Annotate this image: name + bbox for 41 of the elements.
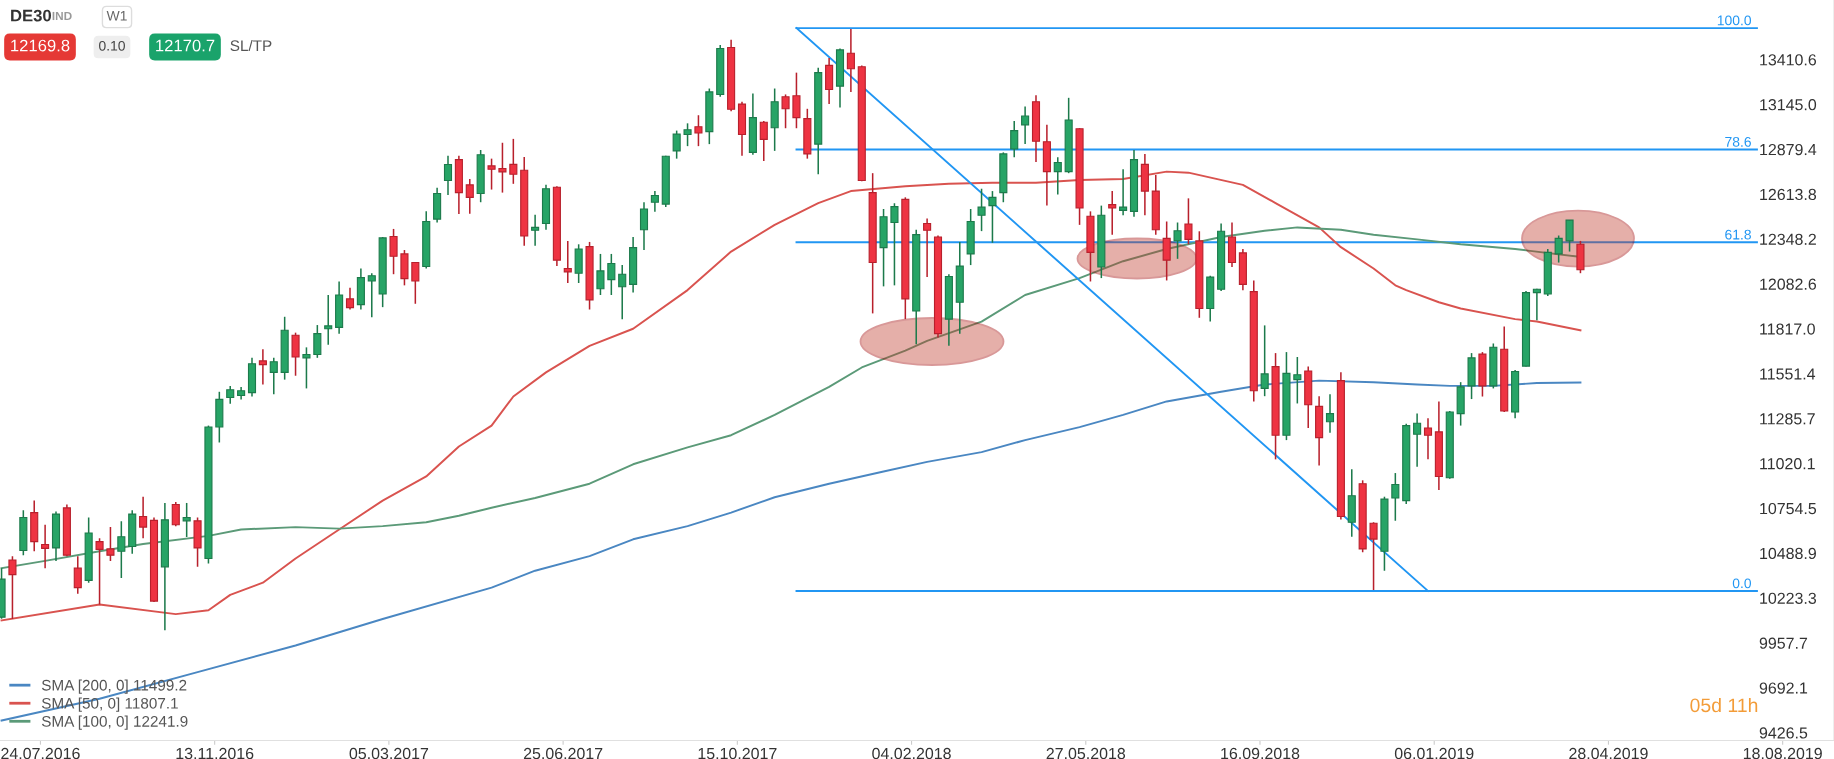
annotation: 61.8 xyxy=(1725,229,1751,240)
annotation: 12169.8 xyxy=(11,39,70,52)
x-tick-label: 05.03.2017 xyxy=(349,747,429,759)
y-tick-label: 12348.2 xyxy=(1760,233,1816,245)
annotation: 0.10 xyxy=(99,40,125,51)
annotation: 78.6 xyxy=(1725,136,1751,147)
x-tick-label: 28.04.2019 xyxy=(1569,747,1648,759)
y-tick-label: 9957.7 xyxy=(1759,637,1808,649)
y-tick-label: 10754.5 xyxy=(1760,502,1817,515)
y-tick-label: 11551.4 xyxy=(1760,368,1816,380)
x-tick-label: 16.09.2018 xyxy=(1221,747,1300,759)
y-tick-label: 11285.7 xyxy=(1760,413,1815,425)
annotation: 0.0 xyxy=(1732,578,1752,589)
x-tick-label: 25.06.2017 xyxy=(523,747,603,759)
chart-title: DE30 xyxy=(11,9,52,22)
annotation: W1 xyxy=(106,11,127,21)
x-tick-label: 27.05.2018 xyxy=(1046,747,1126,759)
y-tick-label: 11020.1 xyxy=(1760,458,1815,470)
legend-label: SMA [50, 0] 11807.1 xyxy=(41,697,178,712)
annotation: 12170.7 xyxy=(156,39,215,52)
y-tick-label: 9426.5 xyxy=(1759,727,1808,739)
x-tick-label: 24.07.2016 xyxy=(1,747,80,759)
x-tick-label: 06.01.2019 xyxy=(1394,747,1474,759)
annotation: 100.0 xyxy=(1717,15,1752,26)
x-tick-label: 15.10.2017 xyxy=(698,747,777,759)
legend-label: SMA [100, 0] 12241.9 xyxy=(41,715,188,730)
y-tick-label: 12082.6 xyxy=(1760,278,1817,290)
y-tick-label: 12879.4 xyxy=(1760,143,1817,156)
annotation: IND xyxy=(52,11,72,21)
x-tick-label: 04.02.2018 xyxy=(872,747,951,759)
y-tick-label: 12613.8 xyxy=(1760,188,1817,201)
annotation: SL/TP xyxy=(230,39,272,52)
y-tick-label: 10223.3 xyxy=(1760,592,1817,604)
y-tick-label: 13410.6 xyxy=(1760,54,1817,66)
y-tick-label: 11817.0 xyxy=(1760,323,1815,335)
y-tick-label: 13145.0 xyxy=(1760,99,1817,111)
x-tick-label: 18.08.2019 xyxy=(1743,747,1822,759)
x-tick-label: 13.11.2016 xyxy=(176,747,254,759)
y-tick-label: 10488.9 xyxy=(1760,547,1816,560)
annotation: 05d 11h xyxy=(1690,697,1758,713)
y-tick-label: 9692.1 xyxy=(1759,682,1808,694)
